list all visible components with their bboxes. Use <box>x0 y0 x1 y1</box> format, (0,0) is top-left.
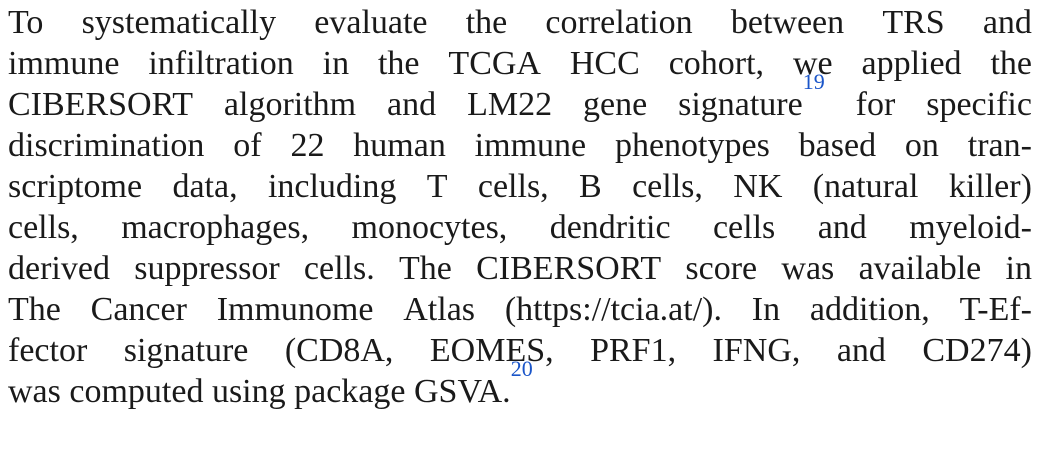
word: immune <box>8 45 120 82</box>
word: systematically <box>81 4 277 41</box>
word: macrophages, <box>121 209 310 246</box>
paragraph-line: The Cancer Immunome Atlas (https://tcia.at/)… <box>8 289 1032 330</box>
word: the <box>465 4 508 41</box>
word: the <box>377 45 420 82</box>
word: CIBERSORT <box>476 250 662 287</box>
paragraph-line: fector signature (CD8A, EOMES, PRF1, IFNG, and… <box>8 330 1032 371</box>
word: Cancer <box>90 291 187 328</box>
word: phenotypes <box>614 127 770 164</box>
word: and <box>817 209 867 246</box>
word: based <box>798 127 877 164</box>
word: B <box>579 168 602 205</box>
word: suppressor <box>134 250 280 287</box>
word: on <box>904 127 939 164</box>
word: infiltration <box>148 45 294 82</box>
word: In <box>751 291 781 328</box>
word: TRS <box>882 4 945 41</box>
word: (natural <box>812 168 919 205</box>
word: myeloid- <box>909 209 1032 246</box>
word: cells, <box>8 209 79 246</box>
word: HCC <box>569 45 640 82</box>
word: evaluate <box>314 4 428 41</box>
word: human <box>353 127 446 164</box>
word: scriptome <box>8 168 143 205</box>
paragraph-last-line: was computed using package GSVA.20 <box>8 357 1032 412</box>
word: specific <box>926 86 1032 123</box>
word: cells. <box>303 250 375 287</box>
word: algorithm <box>223 86 357 123</box>
paragraph-line: To systematically evaluate the correlation be… <box>8 2 1032 43</box>
word: To <box>8 4 44 41</box>
word: and <box>836 332 886 369</box>
word: T <box>426 168 448 205</box>
word: T-Ef- <box>959 291 1032 328</box>
word: discrimination <box>8 127 205 164</box>
word: for <box>855 86 896 123</box>
word: cells <box>712 209 776 246</box>
word: NK <box>733 168 783 205</box>
word: CD274) <box>922 332 1032 369</box>
word: cohort, <box>668 45 765 82</box>
word: (CD8A, <box>284 332 394 369</box>
word: The <box>399 250 452 287</box>
word: between <box>730 4 845 41</box>
word: CIBERSORT <box>8 86 193 123</box>
word: correlation <box>545 4 693 41</box>
word: tran- <box>967 127 1032 164</box>
word: (https://tcia.at/). <box>504 291 722 328</box>
paragraph-lines: To systematically evaluate the correlation be… <box>8 2 1032 371</box>
body-paragraph: To systematically evaluate the correlation be… <box>8 2 1032 412</box>
word: signature19 <box>678 68 825 123</box>
paragraph-line: derived suppressor cells. The CIBERSORT score… <box>8 248 1032 289</box>
citation-ref-20[interactable]: 20 <box>510 355 533 381</box>
last-line-text: was computed using package GSVA. <box>8 373 511 410</box>
word: data, <box>172 168 238 205</box>
word: of <box>233 127 262 164</box>
word: killer) <box>948 168 1032 205</box>
word: in <box>1005 250 1032 287</box>
word: Immunome <box>216 291 374 328</box>
word: applied <box>861 45 962 82</box>
word: available <box>858 250 982 287</box>
citation-ref-19[interactable]: 19 <box>802 68 825 94</box>
word: fector <box>8 332 88 369</box>
word: gene <box>582 86 648 123</box>
word: PRF1, <box>590 332 677 369</box>
paragraph-line: discrimination of 22 human immune phenotypes b… <box>8 125 1032 166</box>
word: addition, <box>809 291 930 328</box>
word: immune <box>474 127 587 164</box>
word: including <box>267 168 397 205</box>
word: in <box>322 45 350 82</box>
paragraph-line: CIBERSORT algorithm and LM22 gene signature19… <box>8 68 1032 125</box>
paragraph-line: immune infiltration in the TCGA HCC cohort, we a… <box>8 43 1032 84</box>
word: EOMES, <box>429 332 554 369</box>
word: IFNG, <box>712 332 801 369</box>
word: Atlas <box>403 291 476 328</box>
word: score <box>685 250 758 287</box>
word: cells, <box>632 168 703 205</box>
paragraph-line: cells, macrophages, monocytes, dendritic cel… <box>8 207 1032 248</box>
word: was <box>781 250 835 287</box>
word: cells, <box>477 168 549 205</box>
word: TCGA <box>448 45 541 82</box>
word: signature <box>123 332 249 369</box>
word: and <box>982 4 1032 41</box>
word: the <box>990 45 1032 82</box>
word: we <box>792 45 833 82</box>
word: 22 <box>290 127 325 164</box>
word: and <box>387 86 437 123</box>
word: monocytes, <box>351 209 508 246</box>
word: The <box>8 291 61 328</box>
word: derived <box>8 250 110 287</box>
word: LM22 <box>467 86 553 123</box>
word: dendritic <box>549 209 671 246</box>
